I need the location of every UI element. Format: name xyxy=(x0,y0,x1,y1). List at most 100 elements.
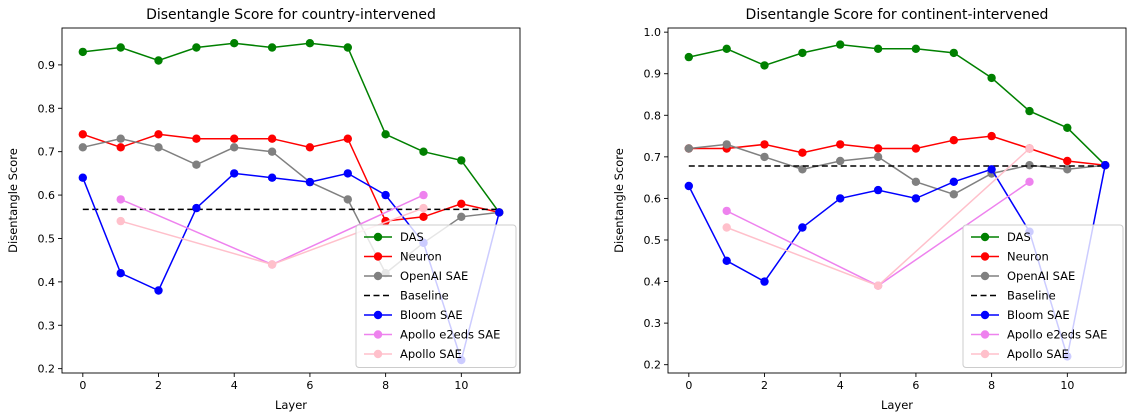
y-tick-label: 0.5 xyxy=(38,232,56,245)
data-point-neuron xyxy=(873,144,883,153)
legend-label: Neuron xyxy=(1007,250,1049,264)
y-tick-label: 0.2 xyxy=(644,359,662,372)
legend-marker xyxy=(373,252,383,261)
data-point-bloom-sae xyxy=(495,208,504,217)
legend-marker xyxy=(980,330,990,339)
legend-marker xyxy=(980,232,990,242)
legend-label: Apollo SAE xyxy=(1007,347,1069,361)
data-point-bloom-sae xyxy=(760,277,769,286)
y-tick-label: 0.5 xyxy=(644,234,662,247)
x-tick-label: 8 xyxy=(988,379,995,392)
legend-label: Neuron xyxy=(400,250,442,264)
data-point-das xyxy=(381,130,390,139)
plot-frame xyxy=(61,27,521,374)
data-point-openai-sae xyxy=(684,144,693,153)
plot-frame xyxy=(667,27,1127,374)
y-tick-label: 0.3 xyxy=(644,317,662,330)
data-point-openai-sae xyxy=(78,143,88,152)
legend-marker xyxy=(373,330,383,339)
data-point-apollo-sae xyxy=(873,281,883,290)
data-point-bloom-sae xyxy=(987,165,996,174)
data-point-openai-sae xyxy=(267,147,277,156)
data-point-apollo-e2eds-sae xyxy=(116,195,125,204)
data-point-bloom-sae xyxy=(911,194,921,203)
y-tick-label: 0.6 xyxy=(38,189,56,202)
chart-0: Disentangle Score for country-intervened… xyxy=(6,7,521,412)
data-point-bloom-sae xyxy=(154,286,163,295)
data-point-neuron xyxy=(760,140,769,149)
data-point-das xyxy=(419,147,428,156)
data-point-neuron xyxy=(911,144,921,153)
data-point-neuron xyxy=(230,134,239,143)
data-point-neuron xyxy=(78,130,88,139)
legend: DAS Neuron OpenAI SAE Baseline Bloom SAE Apol… xyxy=(962,224,1124,368)
data-point-bloom-sae xyxy=(230,169,239,178)
data-point-bloom-sae xyxy=(722,256,731,265)
legend-marker xyxy=(980,271,990,281)
data-point-openai-sae xyxy=(457,212,466,221)
data-point-das xyxy=(343,43,352,52)
data-point-das xyxy=(684,52,693,62)
data-point-openai-sae xyxy=(911,177,921,186)
data-point-neuron xyxy=(419,212,428,221)
x-tick-label: 2 xyxy=(761,379,768,392)
data-point-das xyxy=(873,44,883,53)
data-point-bloom-sae xyxy=(684,181,693,191)
series-line-das xyxy=(82,42,500,213)
y-tick-label: 0.9 xyxy=(38,59,56,72)
data-point-bloom-sae xyxy=(305,177,315,187)
y-tick-label: 0.4 xyxy=(38,276,56,289)
data-point-das xyxy=(230,39,239,48)
y-tick-label: 0.6 xyxy=(644,192,662,205)
data-point-bloom-sae xyxy=(949,177,958,186)
series-group xyxy=(78,39,504,365)
chart-title: Disentangle Score for continent-interven… xyxy=(746,7,1049,23)
data-point-neuron xyxy=(457,199,466,208)
x-tick-label: 8 xyxy=(382,379,389,392)
legend-label: OpenAI SAE xyxy=(400,269,468,283)
data-point-bloom-sae xyxy=(192,203,201,213)
data-point-das xyxy=(1025,106,1034,116)
legend-label: DAS xyxy=(400,230,424,244)
y-tick-label: 0.8 xyxy=(644,109,662,122)
series-line-neuron xyxy=(688,135,1106,166)
legend-marker xyxy=(980,252,990,261)
data-point-neuron xyxy=(267,134,277,143)
chart-1: Disentangle Score for continent-interven… xyxy=(612,7,1127,412)
legend-label: Bloom SAE xyxy=(400,308,463,322)
series-line-das xyxy=(688,43,1106,166)
data-point-apollo-sae xyxy=(419,203,428,213)
data-point-neuron xyxy=(305,143,315,152)
data-point-bloom-sae xyxy=(116,269,125,278)
y-tick-label: 0.9 xyxy=(644,68,662,81)
y-tick-label: 0.3 xyxy=(38,319,56,332)
data-point-apollo-e2eds-sae xyxy=(1025,177,1034,186)
x-tick-label: 2 xyxy=(155,379,162,392)
legend-label: Apollo e2eds SAE xyxy=(1007,328,1107,342)
legend-box xyxy=(962,224,1124,368)
data-point-das xyxy=(192,43,201,52)
data-point-apollo-e2eds-sae xyxy=(419,190,428,200)
legend-label: Baseline xyxy=(400,289,449,303)
data-point-neuron xyxy=(949,136,958,145)
data-point-das xyxy=(154,56,163,65)
data-point-openai-sae xyxy=(949,190,958,199)
legend: DAS Neuron OpenAI SAE Baseline Bloom SAE Apol… xyxy=(355,224,517,368)
y-axis-label: Disentangle Score xyxy=(6,148,20,253)
x-tick-label: 6 xyxy=(306,379,313,392)
data-point-bloom-sae xyxy=(1101,161,1110,170)
data-point-das xyxy=(78,47,88,57)
x-tick-label: 6 xyxy=(912,379,919,392)
data-point-openai-sae xyxy=(192,160,201,169)
data-point-bloom-sae xyxy=(381,190,390,200)
data-point-das xyxy=(836,40,845,49)
legend-marker xyxy=(373,349,383,359)
data-point-openai-sae xyxy=(1025,161,1034,170)
data-point-das xyxy=(267,43,277,52)
data-point-das xyxy=(116,43,125,52)
legend-marker xyxy=(373,271,383,281)
y-tick-label: 0.7 xyxy=(38,146,56,159)
legend-label: DAS xyxy=(1007,230,1031,244)
legend-label: Bloom SAE xyxy=(1007,308,1070,322)
